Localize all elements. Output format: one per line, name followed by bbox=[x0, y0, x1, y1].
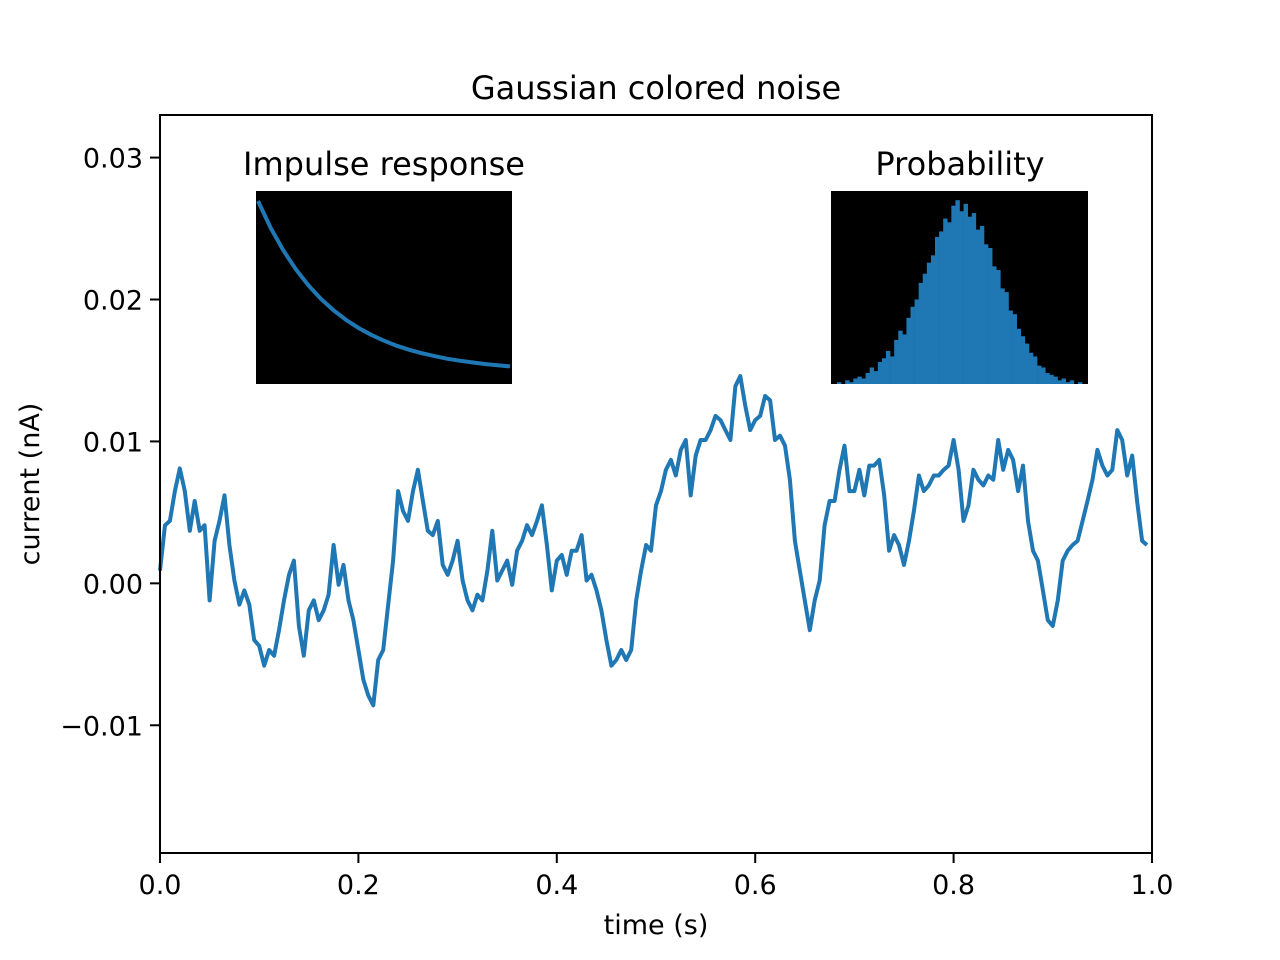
histogram-bar bbox=[1041, 367, 1046, 384]
histogram-bar bbox=[886, 350, 891, 384]
histogram-bar bbox=[1061, 378, 1066, 384]
histogram-bar bbox=[926, 262, 932, 384]
x-tick-label: 0.2 bbox=[337, 870, 380, 901]
histogram-bar bbox=[869, 367, 875, 384]
x-tick-label: 0.0 bbox=[139, 870, 182, 901]
histogram-bar bbox=[881, 358, 887, 384]
histogram-bar bbox=[1065, 382, 1071, 384]
histogram-bar bbox=[837, 382, 842, 384]
histogram-bar bbox=[845, 380, 850, 384]
histogram-bar bbox=[979, 225, 985, 384]
inset-impulse-title: Impulse response bbox=[243, 145, 525, 183]
histogram-bar bbox=[947, 222, 952, 384]
histogram-bar bbox=[1016, 328, 1022, 384]
y-tick-label: 0.03 bbox=[83, 144, 143, 175]
histogram-bar bbox=[1020, 336, 1026, 384]
inset-impulse-background bbox=[256, 191, 512, 384]
y-tick-label: 0.01 bbox=[83, 427, 143, 458]
histogram-bar bbox=[1057, 380, 1062, 384]
histogram-bar bbox=[1028, 352, 1034, 384]
histogram-bar bbox=[988, 247, 993, 384]
x-tick-label: 0.8 bbox=[932, 870, 975, 901]
histogram-bar bbox=[930, 255, 936, 384]
y-axis-label: current (nA) bbox=[15, 403, 46, 566]
inset-probability-title: Probability bbox=[875, 145, 1044, 183]
histogram-bar bbox=[1000, 288, 1005, 384]
histogram-bar bbox=[849, 382, 854, 384]
histogram-bar bbox=[959, 211, 964, 384]
x-axis-label: time (s) bbox=[604, 910, 709, 941]
impulse-response-line bbox=[256, 200, 511, 369]
histogram-bar bbox=[877, 361, 883, 384]
inset-impulse-response bbox=[256, 191, 512, 384]
histogram-bar bbox=[918, 282, 924, 384]
histogram-bar bbox=[922, 273, 928, 384]
histogram-bar bbox=[857, 376, 862, 384]
histogram-bar bbox=[853, 378, 858, 384]
histogram-bar bbox=[902, 334, 907, 384]
histogram-bar bbox=[1004, 292, 1009, 384]
histogram-bar bbox=[955, 200, 960, 384]
histogram-bar bbox=[984, 244, 989, 384]
histogram-bar bbox=[873, 371, 879, 384]
histogram-bar bbox=[1012, 314, 1017, 384]
histogram-bar bbox=[963, 203, 968, 384]
histogram-bar bbox=[1053, 376, 1058, 384]
histogram-bar bbox=[894, 339, 899, 384]
histogram-bar bbox=[951, 205, 956, 384]
histogram-bar bbox=[1069, 380, 1075, 384]
histogram-bar bbox=[1077, 382, 1083, 384]
y-tick-label: 0.02 bbox=[83, 286, 143, 317]
histogram-bar bbox=[943, 218, 948, 384]
histogram-bar bbox=[996, 270, 1001, 384]
main-plot-area bbox=[158, 374, 1149, 708]
histogram-bar bbox=[865, 372, 870, 384]
y-tick-label: −0.01 bbox=[60, 711, 143, 742]
histogram-bar bbox=[1037, 365, 1042, 384]
x-tick-label: 1.0 bbox=[1131, 870, 1174, 901]
histogram-bar bbox=[971, 213, 977, 384]
histogram-bar bbox=[1045, 372, 1050, 384]
noise-series-line bbox=[158, 374, 1149, 708]
inset-probability-histogram bbox=[831, 191, 1088, 384]
histogram-bar bbox=[861, 378, 866, 384]
y-axis: −0.01 0.00 0.01 0.02 0.03 bbox=[60, 144, 160, 742]
x-tick-label: 0.4 bbox=[535, 870, 578, 901]
histogram-bar bbox=[992, 266, 997, 384]
histogram-bar bbox=[1008, 310, 1013, 384]
histogram-bar bbox=[890, 356, 895, 384]
histogram-bar bbox=[975, 229, 981, 384]
histogram-bar bbox=[914, 299, 919, 384]
histogram-bar bbox=[935, 236, 940, 384]
chart-title: Gaussian colored noise bbox=[471, 69, 841, 107]
histogram-bar bbox=[939, 231, 944, 384]
histogram-bar bbox=[1024, 343, 1030, 384]
histogram-bar bbox=[898, 330, 903, 384]
x-tick-label: 0.6 bbox=[734, 870, 777, 901]
histogram-bar bbox=[906, 317, 911, 384]
histogram-bar bbox=[910, 306, 915, 384]
histogram-bar bbox=[1049, 374, 1054, 384]
histogram-bar bbox=[1033, 356, 1038, 384]
main-axes-frame bbox=[159, 114, 1153, 854]
histogram-bar bbox=[967, 216, 973, 384]
x-axis: 0.0 0.2 0.4 0.6 0.8 1.0 bbox=[139, 853, 1174, 901]
y-tick-label: 0.00 bbox=[83, 569, 143, 600]
